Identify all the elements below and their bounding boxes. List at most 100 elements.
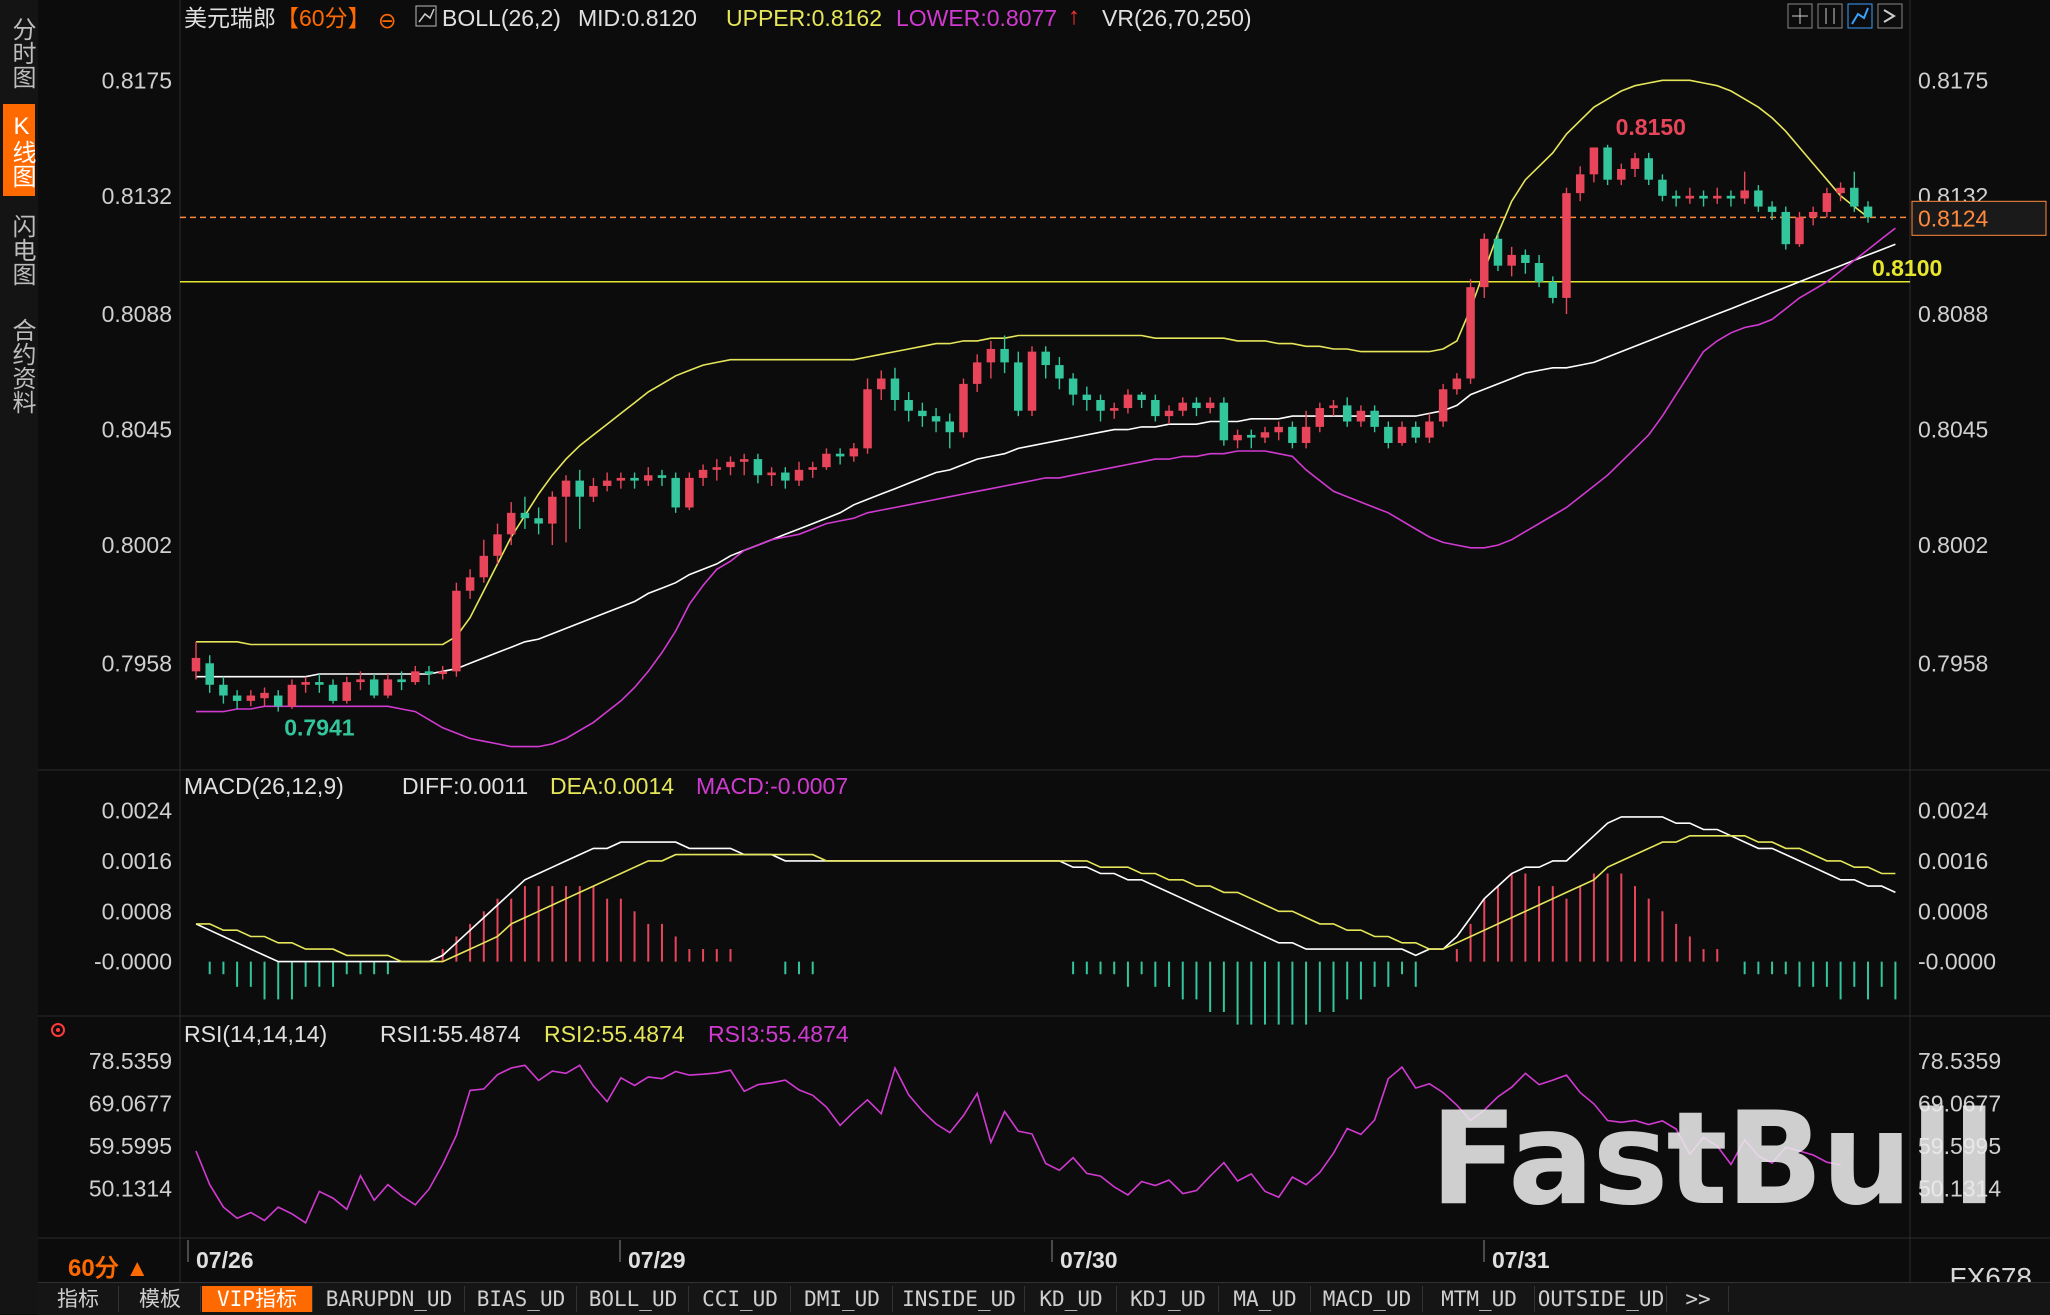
price-tick-left: 0.7958 [102, 650, 172, 676]
indicator-tab-kdj-ud[interactable]: KDJ_UD [1118, 1286, 1219, 1312]
candle-body [781, 472, 790, 481]
lock-icon[interactable]: ⊖ [378, 8, 396, 33]
indicator-tab-dmi-ud[interactable]: DMI_UD [792, 1286, 893, 1312]
indicator-chart-icon[interactable] [415, 5, 437, 27]
candle-body [712, 467, 722, 470]
rsi3-value: RSI3:55.4874 [708, 1021, 849, 1047]
indicator-tab-barupdn-ud[interactable]: BARUPDN_UD [314, 1286, 465, 1312]
candle-body [863, 389, 872, 449]
line-style-icon-glyph [1851, 7, 1869, 25]
line-style-icon[interactable] [1847, 3, 1873, 29]
rsi-line [195, 1064, 1841, 1224]
price-tick-right: 0.8045 [1918, 417, 1988, 443]
sidebar: 分时图 K线图 闪电图 合约资料 [0, 0, 39, 1314]
rsi-tick-right: 50.1314 [1918, 1176, 2001, 1202]
rsi-settings-icon[interactable] [51, 1023, 65, 1037]
candle-body [644, 475, 653, 481]
candle-body [589, 485, 598, 497]
level-line-label: 0.8100 [1872, 255, 1942, 281]
candle-body [1630, 158, 1640, 169]
candle-body [945, 421, 955, 433]
indicator-tab--[interactable]: >> [1668, 1286, 1729, 1312]
macd-tick-left: 0.0016 [102, 848, 172, 874]
macd-tick-left: -0.0000 [94, 949, 172, 975]
indicator-tab-boll-ud[interactable]: BOLL_UD [578, 1286, 689, 1312]
candle-body [1575, 174, 1585, 194]
candle-body [479, 555, 489, 578]
expand-icon[interactable] [1877, 3, 1903, 29]
candle-body [698, 469, 708, 478]
candle-style-icon[interactable] [1817, 3, 1843, 29]
macd-dea-line [196, 834, 1896, 963]
candle-body [1617, 168, 1626, 180]
boll-label: BOLL(26,2) [442, 5, 561, 31]
price-tick-right: 0.8002 [1918, 532, 1988, 558]
indicator-tab--[interactable]: 指标 [38, 1286, 119, 1312]
high-annotation: 0.8150 [1616, 114, 1686, 140]
macd-diff-value: DIFF:0.0011 [402, 773, 528, 799]
candle-body [1767, 206, 1777, 212]
candle-body [520, 512, 530, 519]
crosshair-icon[interactable] [1787, 3, 1813, 29]
indicator-tab-cci-ud[interactable]: CCI_UD [690, 1286, 791, 1312]
rsi-label: RSI(14,14,14) [184, 1021, 327, 1047]
tab-kline[interactable]: K线图 [3, 104, 35, 196]
candle-body [342, 682, 352, 701]
candle-body [534, 518, 543, 524]
candle-body [1041, 351, 1050, 366]
candle-body [630, 477, 639, 481]
indicator-tab-ma-ud[interactable]: MA_UD [1220, 1286, 1311, 1312]
price-tick-right: 0.8088 [1918, 301, 1988, 327]
rsi2-value: RSI2:55.4874 [544, 1021, 685, 1047]
candle-body [1014, 362, 1023, 411]
macd-histogram-value: MACD:-0.0007 [696, 773, 848, 799]
candle-body [1685, 195, 1695, 199]
candle-body [1219, 402, 1229, 441]
price-tick-left: 0.8045 [102, 417, 172, 443]
indicator-tab-bias-ud[interactable]: BIAS_UD [466, 1286, 577, 1312]
candle-body [1164, 410, 1174, 417]
candle-body [1493, 238, 1503, 266]
candle-body [1562, 193, 1571, 298]
candle-body [1699, 195, 1708, 199]
indicator-tab-outside-ud[interactable]: OUTSIDE_UD [1536, 1286, 1667, 1312]
indicator-tab-vip-[interactable]: VIP指标 [202, 1286, 313, 1312]
candle-body [1315, 408, 1325, 427]
candle-body [301, 682, 310, 685]
candle-body [397, 679, 406, 683]
candle-body [1137, 394, 1146, 400]
rsi1-value: RSI1:55.4874 [380, 1021, 521, 1047]
indicator-tab--[interactable]: 模板 [120, 1286, 201, 1312]
tab-flash-chart[interactable]: 闪电图 [8, 214, 35, 286]
price-tick-left: 0.8175 [102, 67, 172, 93]
indicator-tab-mtm-ud[interactable]: MTM_UD [1424, 1286, 1535, 1312]
candle-body [493, 534, 502, 556]
candle-body [1233, 434, 1242, 441]
candle-body [1740, 190, 1749, 199]
candle-body [411, 671, 420, 683]
candle-body [602, 480, 612, 486]
indicator-tab-bar: 指标 模板 VIP指标 BARUPDN_UD BIAS_UD BOLL_UD CCI_UD D… [38, 1282, 2050, 1315]
x-tick-label: 07/31 [1492, 1247, 1550, 1273]
chart-background [38, 0, 2050, 1282]
indicator-tab-kd-ud[interactable]: KD_UD [1026, 1286, 1117, 1312]
candle-body [890, 378, 900, 400]
candle-body [561, 480, 571, 497]
tab-timeshare[interactable]: 分时图 [8, 17, 35, 89]
candle-body [726, 461, 735, 468]
period-selector[interactable]: 60分 ▲ [68, 1255, 150, 1282]
arrow-up-icon: ↑ [1068, 3, 1080, 30]
candle-body [1192, 402, 1201, 409]
kline-chart[interactable]: 美元瑞郎 【60分】 ⊖ BOLL(26,2) MID:0.8120 UPPER… [38, 0, 2050, 1282]
candle-body [1836, 187, 1845, 194]
tab-contract-info[interactable]: 合约资料 [8, 318, 35, 414]
candle-body [191, 657, 201, 672]
candle-body [1068, 378, 1078, 395]
candle-body [1658, 179, 1667, 196]
candle-body [1096, 400, 1105, 411]
candle-body [1671, 195, 1681, 199]
rsi-tick-left: 59.5995 [89, 1133, 172, 1159]
indicator-tab-inside-ud[interactable]: INSIDE_UD [894, 1286, 1025, 1312]
symbol-title: 美元瑞郎 [184, 5, 276, 31]
indicator-tab-macd-ud[interactable]: MACD_UD [1312, 1286, 1423, 1312]
